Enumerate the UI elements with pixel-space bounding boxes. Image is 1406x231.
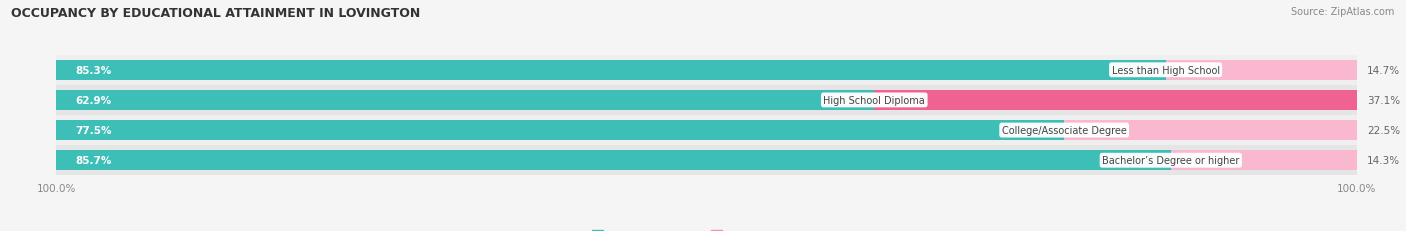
Text: High School Diploma: High School Diploma <box>824 95 925 106</box>
Text: 14.3%: 14.3% <box>1367 155 1400 166</box>
Bar <box>1166 60 1357 81</box>
Bar <box>56 116 1357 146</box>
Text: 77.5%: 77.5% <box>76 125 112 136</box>
Text: Bachelor’s Degree or higher: Bachelor’s Degree or higher <box>1102 155 1240 166</box>
Text: 85.3%: 85.3% <box>76 65 112 76</box>
Text: Source: ZipAtlas.com: Source: ZipAtlas.com <box>1291 7 1395 17</box>
Bar <box>1064 120 1357 141</box>
Bar <box>56 85 1357 116</box>
Bar <box>56 60 1166 81</box>
Text: 22.5%: 22.5% <box>1367 125 1400 136</box>
Bar <box>56 150 1171 171</box>
Bar <box>56 90 875 111</box>
Bar <box>56 146 1357 176</box>
Text: OCCUPANCY BY EDUCATIONAL ATTAINMENT IN LOVINGTON: OCCUPANCY BY EDUCATIONAL ATTAINMENT IN L… <box>11 7 420 20</box>
Text: 85.7%: 85.7% <box>76 155 112 166</box>
Legend: Owner-occupied, Renter-occupied: Owner-occupied, Renter-occupied <box>588 225 825 231</box>
Text: Less than High School: Less than High School <box>1112 65 1219 76</box>
Bar <box>875 90 1357 111</box>
Text: 14.7%: 14.7% <box>1367 65 1400 76</box>
Bar <box>1171 150 1357 171</box>
Text: College/Associate Degree: College/Associate Degree <box>1001 125 1126 136</box>
Text: 37.1%: 37.1% <box>1367 95 1400 106</box>
Bar <box>56 55 1357 85</box>
Bar <box>56 120 1064 141</box>
Text: 62.9%: 62.9% <box>76 95 112 106</box>
